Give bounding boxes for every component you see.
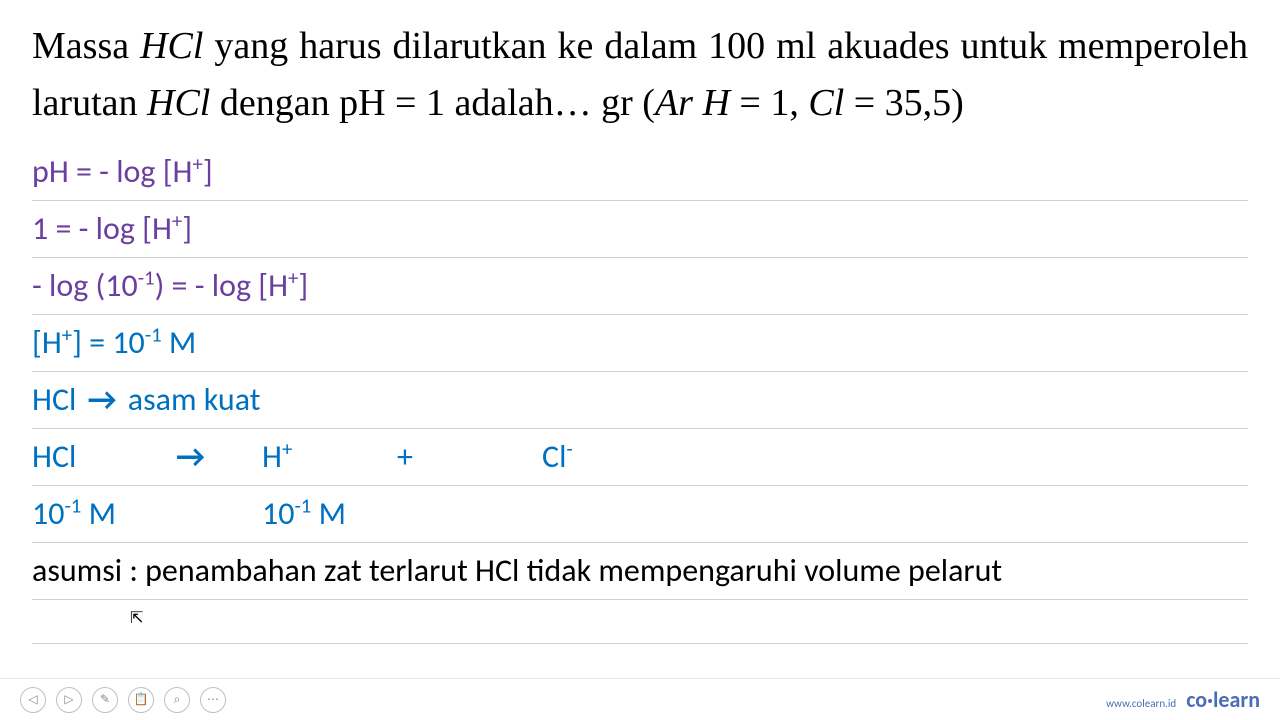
formula-hcl-1: HCl (140, 25, 203, 67)
more-icon: ⋯ (207, 692, 219, 707)
cl: Cl (808, 82, 844, 124)
reaction-equation: HCl → H+ + Cl- (32, 429, 1248, 486)
work-line-5: HCl → asam kuat (32, 372, 1248, 429)
formula-hcl-2: HCl (147, 82, 210, 124)
branding: www.colearn.id co·learn (1106, 686, 1260, 713)
conc-hcl: 10-1 M (32, 490, 172, 538)
website-url: www.colearn.id (1106, 697, 1176, 710)
question-part4: dengan pH = (210, 82, 416, 124)
bottom-toolbar: ◁ ▷ ✎ 📋 ⌕ ⋯ www.colearn.id co·learn (0, 678, 1280, 720)
work-line-4: [H+] = 10-1 M (32, 315, 1248, 372)
next-button[interactable]: ▷ (56, 687, 82, 713)
product-cl: Cl- (542, 433, 662, 481)
zoom-icon: ⌕ (174, 693, 181, 707)
prev-button[interactable]: ◁ (20, 687, 46, 713)
question-text: Massa HCl yang harus dilarutkan ke dalam… (32, 18, 1248, 132)
empty-line (32, 600, 1248, 644)
conc-h: 10-1 M (262, 490, 397, 538)
work-line-1: pH = - log [H+] (32, 144, 1248, 201)
main-content: Massa HCl yang harus dilarutkan ke dalam… (0, 0, 1280, 644)
question-part5: 1 adalah… gr ( (426, 82, 655, 124)
pen-icon: ✎ (100, 692, 110, 707)
playback-controls: ◁ ▷ ✎ 📋 ⌕ ⋯ (20, 687, 226, 713)
reaction-arrow-icon: → (172, 433, 262, 481)
pen-button[interactable]: ✎ (92, 687, 118, 713)
plus-sign: + (397, 433, 542, 481)
work-line-2: 1 = - log [H+] (32, 201, 1248, 258)
work-area: pH = - log [H+] 1 = - log [H+] - log (10… (32, 144, 1248, 644)
concentration-row: 10-1 M 10-1 M (32, 486, 1248, 543)
prev-icon: ◁ (28, 692, 37, 707)
question-part2: yang harus dilarutkan ke dalam 100 ml (203, 25, 816, 67)
reactant-hcl: HCl (32, 433, 172, 481)
clipboard-button[interactable]: 📋 (128, 687, 154, 713)
next-icon: ▷ (64, 692, 73, 707)
eq1: = 1, (730, 82, 808, 124)
eq2: = 35,5) (844, 82, 964, 124)
question-part1: Massa (32, 25, 140, 67)
assumption-line: asumsi : penambahan zat terlarut HCl tid… (32, 543, 1248, 600)
product-h: H+ (262, 433, 397, 481)
work-line-3: - log (10-1) = - log [H+] (32, 258, 1248, 315)
more-button[interactable]: ⋯ (200, 687, 226, 713)
ar-h: Ar H (655, 82, 730, 124)
logo: co·learn (1186, 686, 1260, 713)
clipboard-icon: 📋 (134, 692, 149, 707)
arrow-icon: → (84, 380, 121, 419)
zoom-button[interactable]: ⌕ (164, 687, 190, 713)
